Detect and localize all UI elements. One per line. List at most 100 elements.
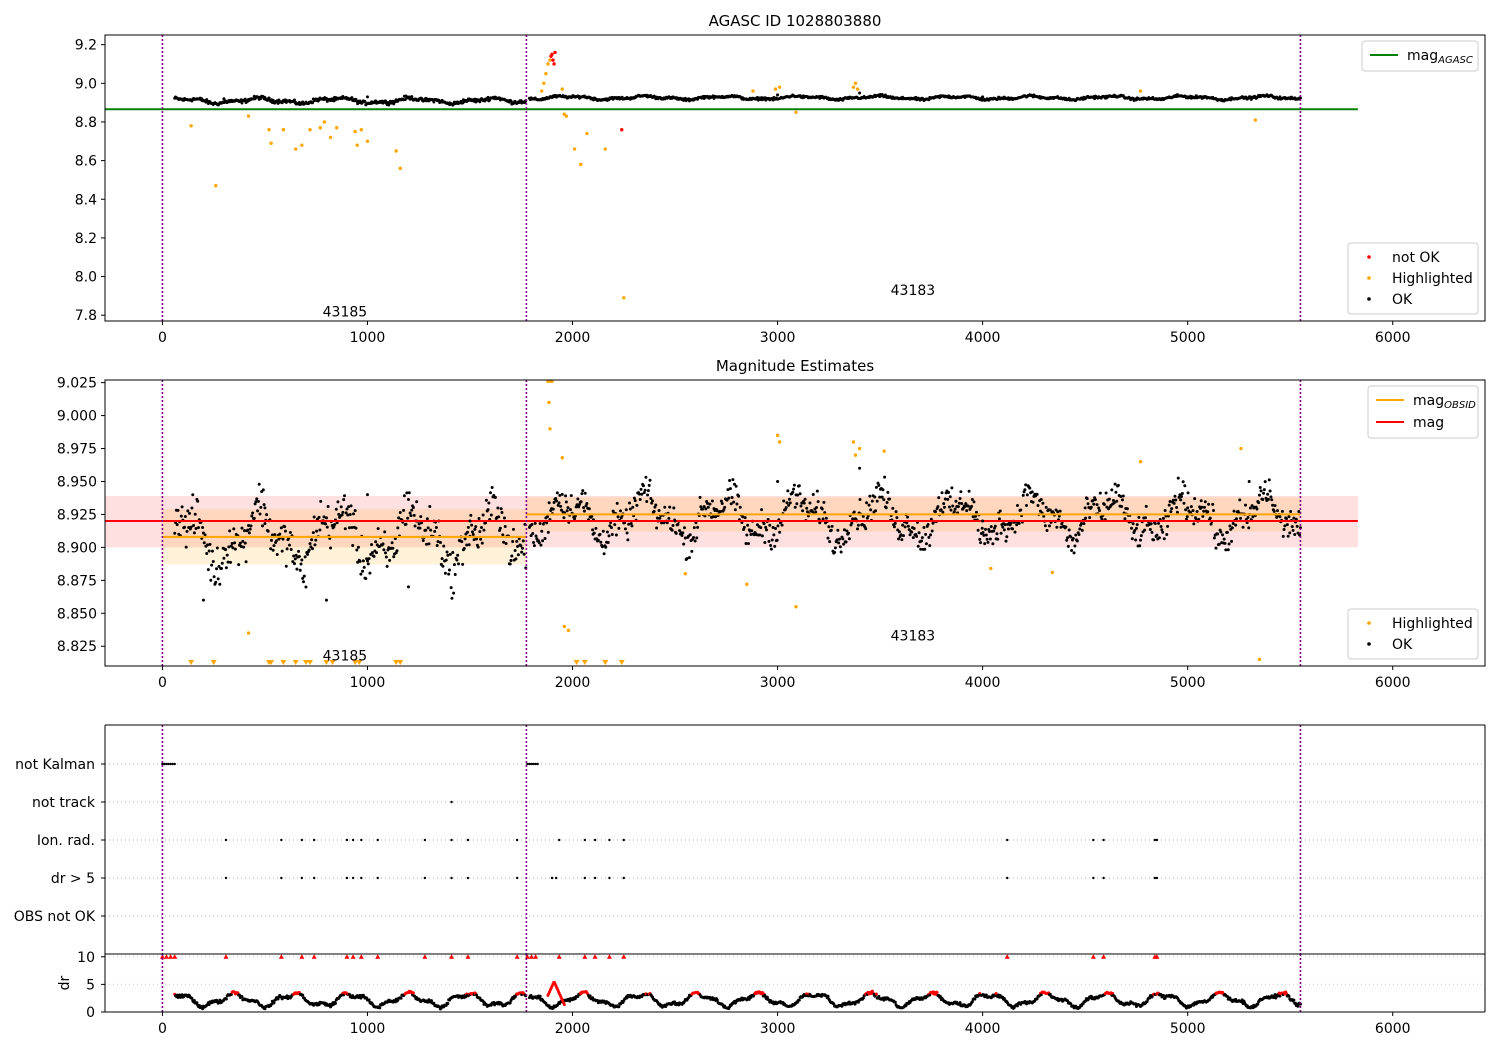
mag-highlighted-point bbox=[777, 440, 782, 444]
mag-ok-point bbox=[241, 539, 245, 543]
mag-ok-point bbox=[584, 504, 588, 508]
mag-ok-point bbox=[792, 487, 796, 491]
mag-ok-point bbox=[787, 497, 791, 501]
agasc-highlighted-point bbox=[293, 147, 298, 151]
mag-y-tick-label: 8.850 bbox=[57, 606, 97, 622]
mag-x-tick-label: 5000 bbox=[1170, 675, 1206, 691]
mag-ok-point bbox=[590, 514, 594, 518]
mag-ok-point bbox=[888, 497, 892, 501]
mag-ok-point bbox=[362, 565, 366, 569]
mag-ok-point bbox=[215, 567, 219, 571]
mag-ok-point bbox=[823, 511, 827, 515]
mag-highlighted-marker bbox=[618, 660, 625, 665]
mag-ok-point bbox=[643, 488, 647, 492]
mag-ok-point bbox=[759, 526, 763, 530]
mag-ok-point bbox=[365, 559, 369, 563]
agasc-highlighted-point bbox=[308, 127, 312, 132]
flags-point bbox=[622, 876, 625, 880]
mag-ok-point bbox=[948, 495, 952, 499]
mag-ok-point bbox=[381, 542, 385, 546]
flags-point bbox=[532, 762, 535, 766]
mag-ok-point bbox=[1200, 505, 1204, 509]
agasc-highlighted-point bbox=[328, 135, 333, 140]
mag-ok-point bbox=[629, 522, 633, 526]
mag-ok-point bbox=[471, 533, 475, 537]
mag-ok-point bbox=[317, 515, 321, 519]
mag-ok-point bbox=[1137, 515, 1141, 519]
mag-ok-point bbox=[999, 531, 1003, 535]
mag-ok-point bbox=[487, 501, 491, 505]
mag-ok-point bbox=[302, 574, 306, 578]
mag-ok-point bbox=[647, 483, 651, 487]
mag-ok-point bbox=[486, 508, 490, 512]
mag-ok-point bbox=[919, 547, 923, 551]
mag-ok-point bbox=[1176, 476, 1180, 480]
mag-ok-point bbox=[1085, 497, 1089, 501]
agasc-highlighted-point bbox=[355, 143, 359, 147]
mag-ok-point bbox=[1258, 486, 1262, 490]
mag-ok-point bbox=[605, 530, 609, 534]
mag-ok-point bbox=[498, 529, 502, 533]
flags-point bbox=[376, 838, 379, 842]
mag-ok-point bbox=[1212, 509, 1216, 513]
mag-ok-point bbox=[776, 524, 780, 528]
mag-ok-point bbox=[1290, 525, 1294, 529]
mag-ok-point bbox=[385, 564, 389, 568]
mag-ok-point bbox=[989, 525, 993, 529]
mag-ok-point bbox=[445, 550, 449, 554]
mag-ok-point bbox=[240, 526, 244, 530]
mag-ok-point bbox=[1093, 498, 1097, 502]
mag-legend-label: Highlighted bbox=[1392, 616, 1473, 632]
mag-ok-point bbox=[1238, 498, 1242, 502]
mag-ok-point bbox=[272, 544, 276, 548]
mag-ok-point bbox=[348, 512, 352, 516]
mag-ok-point bbox=[555, 499, 559, 503]
mag-ok-point bbox=[814, 510, 818, 514]
agasc-highlighted-point bbox=[189, 124, 193, 128]
agasc-legend-label: OK bbox=[1392, 292, 1413, 308]
dr-clipped-marker bbox=[422, 954, 428, 959]
panel-flags: not Kalman not track Ion. rad. dr > 5 OBS no… bbox=[14, 724, 1486, 954]
mag-ok-point bbox=[427, 542, 431, 546]
mag-ok-point bbox=[1143, 528, 1147, 532]
mag-ok-point bbox=[1166, 524, 1170, 528]
agasc-not-ok-point bbox=[620, 127, 624, 132]
dr-point bbox=[333, 1001, 337, 1005]
mag-ok-point bbox=[383, 530, 387, 534]
mag-ok-point bbox=[594, 526, 598, 530]
mag-ok-point bbox=[696, 525, 700, 529]
agasc-ok-point bbox=[432, 100, 436, 104]
mag-ok-point bbox=[1039, 498, 1043, 502]
mag-ok-point bbox=[1024, 483, 1028, 487]
mag-ok-point bbox=[822, 500, 826, 504]
mag-ok-point bbox=[325, 525, 329, 529]
mag-ok-point bbox=[782, 499, 786, 503]
mag-ok-point bbox=[1231, 522, 1235, 526]
agasc-highlighted-point bbox=[1138, 89, 1143, 93]
dr-point bbox=[765, 995, 769, 999]
mag-ok-point bbox=[998, 509, 1002, 513]
mag-ok-point bbox=[1234, 523, 1238, 527]
mag-ok-point bbox=[591, 532, 595, 536]
mag-ok-point bbox=[983, 527, 987, 531]
mag-ok-point bbox=[1293, 533, 1297, 537]
mag-ok-point bbox=[930, 529, 934, 533]
mag-ok-point bbox=[1243, 503, 1247, 507]
mag-ok-point bbox=[1071, 536, 1075, 540]
mag-ok-point bbox=[623, 527, 627, 531]
mag-ok-point bbox=[263, 522, 267, 526]
dr-point bbox=[367, 998, 371, 1002]
mag-ok-point bbox=[733, 482, 737, 486]
mag-ok-point bbox=[254, 500, 258, 504]
mag-ok-point bbox=[217, 564, 221, 568]
mag-ok-point bbox=[763, 540, 767, 544]
mag-ok-point bbox=[1169, 510, 1173, 514]
mag-ok-point bbox=[255, 497, 259, 501]
mag-ok-point bbox=[1189, 511, 1193, 515]
mag-ok-point bbox=[557, 501, 561, 505]
mag-ok-point bbox=[792, 483, 796, 487]
mag-ok-point bbox=[1186, 506, 1190, 510]
mag-ok-point bbox=[1066, 544, 1070, 548]
agasc-y-tick-label: 8.2 bbox=[75, 231, 97, 247]
mag-ok-point bbox=[842, 542, 846, 546]
